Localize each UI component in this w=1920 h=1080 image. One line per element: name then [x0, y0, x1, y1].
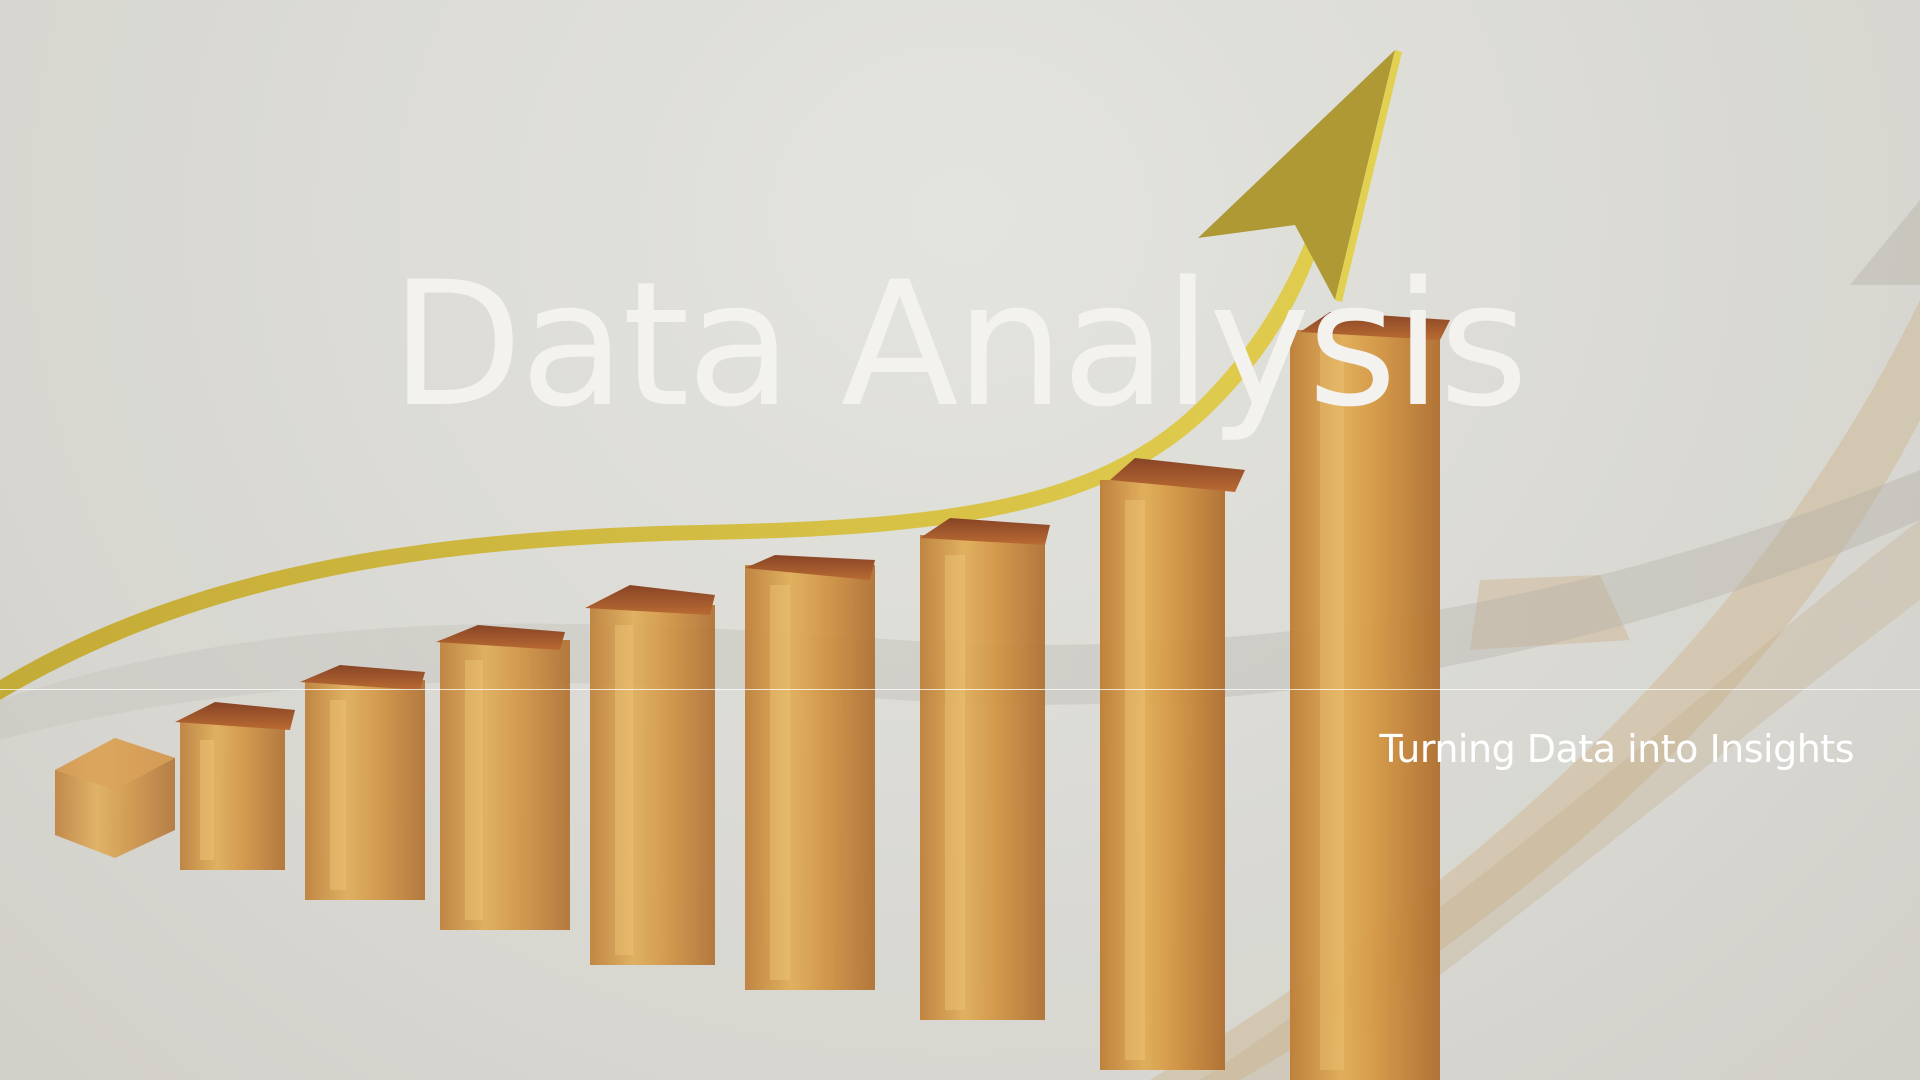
slide-title: Data Analysis — [390, 244, 1528, 445]
slide-subtitle: Turning Data into Insights — [1379, 727, 1854, 771]
divider-line — [0, 689, 1920, 690]
